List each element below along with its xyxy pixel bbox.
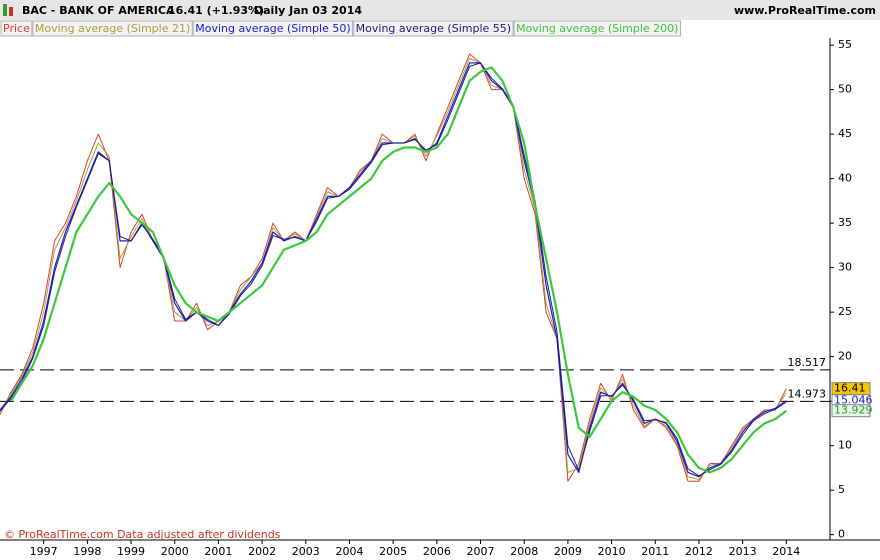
legend-entry: Price bbox=[3, 22, 30, 35]
legend-box bbox=[353, 20, 514, 37]
reference-label: 18.517 bbox=[788, 356, 827, 369]
legend-entry: Moving average (Simple 50) bbox=[195, 22, 350, 35]
chart-title: BAC - BANK OF AMERICA bbox=[22, 4, 175, 17]
x-tick-label: 2000 bbox=[161, 545, 189, 558]
series-line bbox=[9, 66, 787, 474]
last-value-box bbox=[831, 404, 871, 418]
header-bar bbox=[0, 0, 880, 20]
x-tick-label: 2009 bbox=[554, 545, 582, 558]
chart-icon bbox=[3, 4, 7, 16]
legend-box bbox=[32, 20, 193, 37]
series-line bbox=[0, 58, 787, 480]
series-line bbox=[0, 62, 787, 478]
reference-label: 14.973 bbox=[788, 387, 827, 400]
x-tick-label: 1997 bbox=[30, 545, 58, 558]
plot-area bbox=[0, 53, 830, 482]
x-tick-label: 2007 bbox=[467, 545, 495, 558]
y-tick-label: 20 bbox=[838, 350, 852, 363]
x-tick-label: 1998 bbox=[73, 545, 101, 558]
y-tick-label: 50 bbox=[838, 83, 852, 96]
y-tick-label: 45 bbox=[838, 127, 852, 140]
y-tick-label: 40 bbox=[838, 172, 852, 185]
y-tick-label: 0 bbox=[838, 528, 845, 541]
last-value-label: 15.046 bbox=[834, 394, 873, 407]
x-tick-label: 2005 bbox=[379, 545, 407, 558]
y-tick-label: 35 bbox=[838, 216, 852, 229]
series-line bbox=[0, 53, 787, 482]
legend: Price Moving average (Simple 21) Moving av… bbox=[0, 20, 681, 37]
x-tick-label: 2014 bbox=[772, 545, 800, 558]
source: www.ProRealTime.com bbox=[734, 4, 876, 17]
x-tick-label: 2006 bbox=[423, 545, 451, 558]
legend-box bbox=[192, 20, 354, 37]
chart-subtitle: 16.41 (+1.93%) bbox=[168, 4, 264, 17]
last-value-label: 13.929 bbox=[834, 404, 873, 417]
series-line bbox=[0, 62, 787, 477]
legend-entry: Moving average (Simple 21) bbox=[35, 22, 190, 35]
y-tick-label: 10 bbox=[838, 439, 852, 452]
chart-icon bbox=[9, 7, 13, 16]
x-tick-label: 2013 bbox=[729, 545, 757, 558]
x-tick-label: 2010 bbox=[598, 545, 626, 558]
chart-period: Daily Jan 03 2014 bbox=[254, 4, 362, 17]
legend-box bbox=[0, 20, 33, 37]
legend-entry: Moving average (Simple 200) bbox=[516, 22, 678, 35]
x-tick-label: 2003 bbox=[292, 545, 320, 558]
y-tick-label: 5 bbox=[838, 483, 845, 496]
y-tick-label: 30 bbox=[838, 261, 852, 274]
x-tick-label: 2012 bbox=[685, 545, 713, 558]
x-tick-label: 2004 bbox=[335, 545, 363, 558]
footnote: © ProRealTime.com Data adjusted after di… bbox=[4, 528, 281, 541]
legend-entry: Moving average (Simple 55) bbox=[356, 22, 511, 35]
x-tick-label: 2011 bbox=[641, 545, 669, 558]
x-tick-label: 2001 bbox=[204, 545, 232, 558]
legend-box bbox=[513, 20, 681, 37]
y-tick-label: 25 bbox=[838, 305, 852, 318]
last-value-label: 16.41 bbox=[834, 382, 866, 395]
x-tick-label: 2002 bbox=[248, 545, 276, 558]
x-tick-label: 2008 bbox=[510, 545, 538, 558]
x-tick-label: 1999 bbox=[117, 545, 145, 558]
y-tick-label: 55 bbox=[838, 38, 852, 51]
